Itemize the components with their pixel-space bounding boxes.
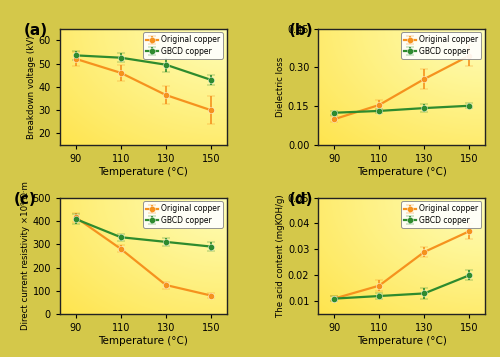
Text: (a): (a) <box>24 23 48 38</box>
Text: (c): (c) <box>14 192 36 207</box>
Legend: Original copper, GBCD copper: Original copper, GBCD copper <box>143 32 223 59</box>
Text: (b): (b) <box>288 23 313 38</box>
X-axis label: Temperature (°C): Temperature (°C) <box>98 336 188 346</box>
X-axis label: Temperature (°C): Temperature (°C) <box>356 336 446 346</box>
Y-axis label: Dielectric loss: Dielectric loss <box>276 57 285 117</box>
Y-axis label: Direct current resistivity ×10⁹ Ω·m: Direct current resistivity ×10⁹ Ω·m <box>20 181 30 330</box>
Legend: Original copper, GBCD copper: Original copper, GBCD copper <box>402 32 481 59</box>
X-axis label: Temperature (°C): Temperature (°C) <box>356 167 446 177</box>
Y-axis label: Breakdown voltage (kV): Breakdown voltage (kV) <box>27 35 36 139</box>
Text: (d): (d) <box>288 192 313 207</box>
Y-axis label: The acid content (mgKOH/g): The acid content (mgKOH/g) <box>276 195 285 317</box>
Legend: Original copper, GBCD copper: Original copper, GBCD copper <box>143 201 223 228</box>
X-axis label: Temperature (°C): Temperature (°C) <box>98 167 188 177</box>
Legend: Original copper, GBCD copper: Original copper, GBCD copper <box>402 201 481 228</box>
